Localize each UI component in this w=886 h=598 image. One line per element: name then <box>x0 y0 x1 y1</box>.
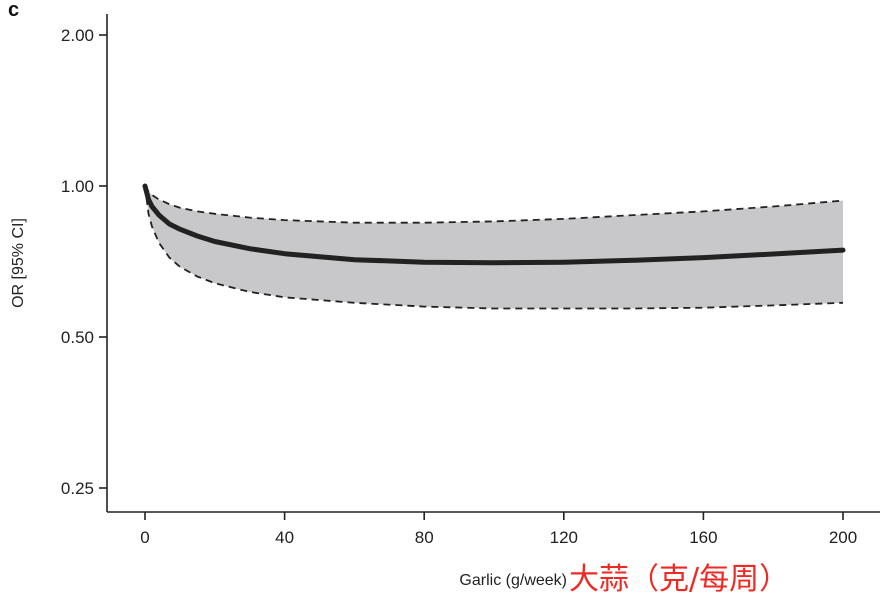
axes <box>106 14 880 513</box>
x-tick-label: 160 <box>689 528 717 547</box>
estimate-line <box>142 183 846 266</box>
x-tick-label: 80 <box>415 528 434 547</box>
y-axis-title: OR [95% CI] <box>10 218 27 308</box>
plot-area <box>142 183 846 310</box>
ticks: 0 40 80 120 160 200 0.25 0.50 1.00 2.00 <box>61 26 857 547</box>
y-tick-label: 0.25 <box>61 479 94 498</box>
lower-ci-line <box>144 185 844 310</box>
x-tick-label: 0 <box>140 528 149 547</box>
y-tick-label: 0.50 <box>61 328 94 347</box>
x-tick-label: 120 <box>550 528 578 547</box>
ci-band <box>145 186 843 309</box>
upper-ci-line <box>144 185 844 224</box>
x-axis-title: Garlic (g/week) <box>459 572 567 589</box>
y-tick-label: 1.00 <box>61 177 94 196</box>
y-tick-label: 2.00 <box>61 26 94 45</box>
chinese-annotation: 大蒜（克/每周） <box>569 562 789 597</box>
panel-label: c <box>8 0 19 21</box>
x-tick-label: 40 <box>275 528 294 547</box>
x-tick-label: 200 <box>829 528 857 547</box>
